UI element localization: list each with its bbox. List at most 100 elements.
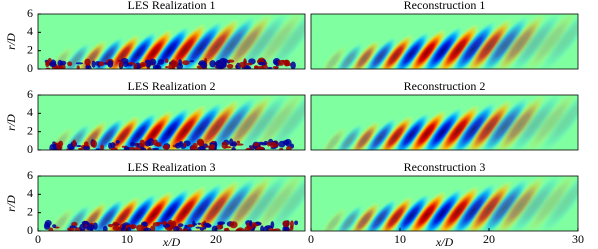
turbulence-blob	[149, 58, 157, 66]
wave-lobe	[495, 176, 546, 231]
turbulence-blob	[235, 143, 244, 146]
wave-lobe	[349, 120, 380, 150]
x-tick-label: 20	[483, 232, 495, 246]
turbulence-blob	[167, 222, 175, 230]
wave-lobe	[524, 176, 578, 231]
wave-lobe	[407, 109, 446, 150]
wave-lobe	[451, 182, 496, 231]
wave-lobe	[509, 14, 562, 69]
turbulence-blob	[119, 61, 124, 68]
panel-title: Reconstruction 2	[404, 79, 486, 93]
wave-lobe	[436, 23, 480, 69]
wave-lobe	[392, 31, 430, 69]
turbulence-blob	[260, 225, 264, 231]
turbulence-blob	[279, 148, 284, 150]
wave-lobe	[119, 112, 157, 150]
turbulence-blob	[60, 60, 67, 66]
turbulence-blob	[267, 141, 271, 147]
wave-lobe	[363, 36, 397, 69]
wave-lobe	[378, 34, 413, 69]
turbulence-blob	[49, 61, 57, 68]
turbulence-blob	[286, 145, 292, 150]
turbulence-blob	[201, 148, 207, 150]
turbulence-blob	[142, 221, 147, 227]
turbulence-blob	[91, 60, 96, 68]
turbulence-blob	[133, 147, 137, 150]
turbulence-blob	[199, 227, 205, 231]
turbulence-blob	[87, 224, 95, 231]
turbulence-blob	[84, 58, 91, 66]
turbulence-blob	[215, 64, 223, 69]
plot-frame	[37, 94, 306, 151]
x-tick-label: 10	[394, 232, 406, 246]
x-axis-label: x/D	[162, 235, 181, 249]
turbulence-blob	[177, 223, 184, 228]
turbulence-blob	[67, 61, 73, 67]
turbulence-blob	[196, 138, 204, 146]
field-panel	[311, 14, 578, 69]
wave-lobe	[524, 95, 578, 150]
wave-lobe	[378, 196, 413, 231]
y-tick-label: 0	[27, 142, 33, 156]
turbulence-blob	[265, 225, 273, 229]
turbulence-blob	[277, 62, 284, 66]
turbulence-blob	[195, 226, 201, 229]
y-tick-label: 0	[27, 223, 33, 237]
wave-lobe	[451, 20, 496, 69]
turbulence-blob	[171, 60, 179, 67]
turbulence-blob	[145, 62, 152, 68]
wave-lobe	[465, 99, 513, 150]
y-tick-label: 6	[27, 6, 33, 20]
wave-lobe	[90, 198, 124, 231]
wave-lobe	[495, 95, 546, 150]
turbulence-blob	[236, 227, 245, 231]
wave-lobe	[222, 14, 273, 69]
y-tick-label: 0	[27, 61, 33, 75]
turbulence-blob	[147, 138, 155, 146]
turbulence-blob	[257, 61, 266, 66]
wave-lobe	[105, 34, 140, 69]
turbulence-blob	[107, 60, 114, 68]
wave-lobe	[538, 14, 578, 69]
turbulence-blob	[245, 147, 252, 150]
turbulence-blob	[108, 142, 113, 150]
turbulence-blob	[173, 226, 180, 231]
turbulence-blob	[203, 222, 211, 227]
y-tick-label: 2	[27, 123, 33, 137]
wave-lobe	[422, 188, 463, 231]
turbulence-blob	[67, 227, 75, 231]
turbulence-blob	[236, 140, 241, 144]
turbulence-blob	[260, 142, 268, 146]
turbulence-blob	[223, 228, 228, 231]
y-tick-label: 2	[27, 204, 33, 218]
wave-lobe	[465, 18, 513, 69]
turbulence-blob	[282, 220, 290, 228]
y-axis-label: r/D	[4, 33, 18, 50]
turbulence-blob	[283, 59, 290, 67]
wave-lobe	[207, 96, 256, 150]
turbulence-blob	[78, 147, 84, 150]
turbulence-blob	[187, 224, 195, 228]
turbulence-blob	[192, 142, 198, 149]
turbulence-blob	[83, 141, 89, 147]
y-tick-label: 2	[27, 42, 33, 56]
wave-lobe	[451, 101, 496, 150]
y-tick-label: 4	[27, 186, 33, 200]
wave-lobe	[319, 207, 347, 231]
wave-lobe	[236, 14, 289, 69]
x-tick-label: 0	[308, 232, 314, 246]
wave-lobe	[465, 180, 513, 231]
turbulence-blob	[189, 60, 195, 63]
turbulence-blob	[79, 223, 86, 231]
wave-lobe	[349, 201, 380, 231]
plot-frame	[310, 175, 579, 232]
wave-lobe	[407, 190, 446, 231]
x-tick-label: 10	[121, 232, 133, 246]
y-tick-label: 6	[27, 87, 33, 101]
turbulence-blob	[162, 220, 167, 226]
turbulence-blob	[251, 224, 259, 227]
wave-lobe	[436, 104, 480, 150]
turbulence-blob	[217, 221, 222, 226]
turbulence-blob	[139, 139, 146, 148]
